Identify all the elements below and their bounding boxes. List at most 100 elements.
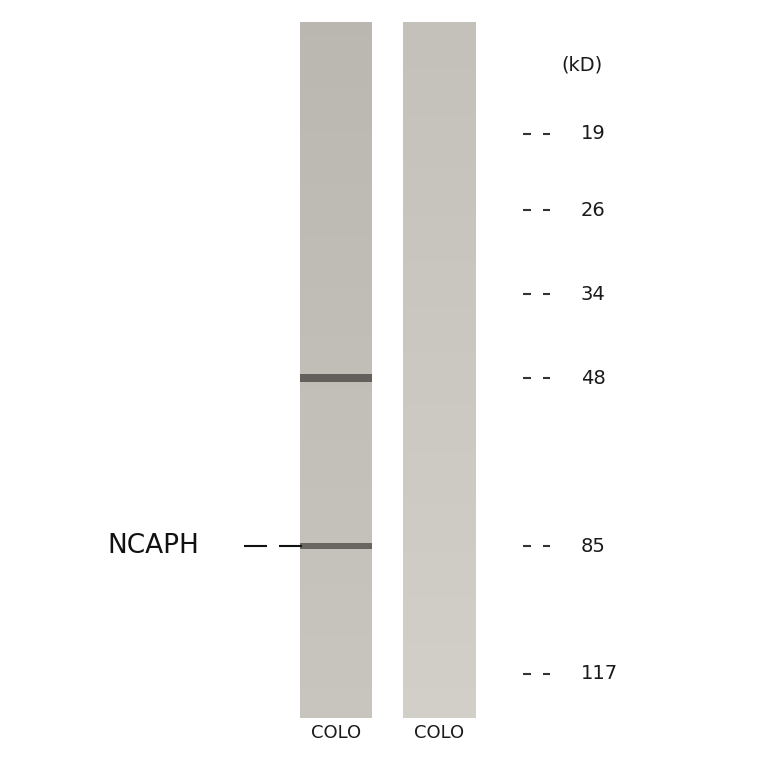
Bar <box>299 86 373 92</box>
Bar <box>403 625 475 631</box>
Bar <box>403 601 475 608</box>
Bar <box>403 242 475 249</box>
Bar <box>403 596 475 602</box>
Bar <box>403 555 475 562</box>
Bar <box>299 694 373 701</box>
Bar <box>403 520 475 527</box>
Bar <box>403 364 475 371</box>
Bar <box>403 40 475 46</box>
Bar <box>299 659 373 666</box>
Bar <box>299 69 373 75</box>
Bar <box>299 584 373 591</box>
Bar <box>299 549 373 556</box>
Bar <box>403 538 475 544</box>
Bar <box>299 335 373 342</box>
Bar <box>299 544 373 550</box>
Bar <box>403 694 475 701</box>
Bar <box>299 300 373 307</box>
Bar <box>299 254 373 261</box>
Bar <box>403 28 475 34</box>
Bar <box>403 237 475 243</box>
Bar <box>403 341 475 348</box>
Bar <box>403 202 475 209</box>
Bar <box>403 184 475 191</box>
Bar <box>299 231 373 238</box>
Bar <box>403 549 475 556</box>
Bar <box>403 590 475 597</box>
Bar <box>299 271 373 278</box>
Bar <box>299 654 373 660</box>
Bar <box>299 155 373 162</box>
Bar <box>403 225 475 231</box>
Bar <box>299 665 373 672</box>
Bar <box>299 613 373 620</box>
Bar <box>403 196 475 202</box>
Bar <box>403 630 475 637</box>
Bar <box>299 57 373 63</box>
Bar <box>403 63 475 70</box>
Bar <box>299 260 373 267</box>
Bar <box>299 364 373 371</box>
Bar <box>299 98 373 104</box>
Bar <box>299 289 373 295</box>
Bar <box>299 474 373 481</box>
Bar <box>299 347 373 353</box>
Bar <box>299 625 373 631</box>
Bar <box>299 225 373 231</box>
Bar <box>299 34 373 40</box>
Bar <box>299 526 373 533</box>
Bar <box>299 80 373 86</box>
Bar <box>403 167 475 173</box>
Bar <box>299 416 373 422</box>
Bar <box>299 596 373 602</box>
Bar <box>299 63 373 70</box>
Bar <box>403 45 475 52</box>
Bar <box>403 422 475 429</box>
Bar <box>299 109 373 115</box>
Bar <box>403 294 475 301</box>
Bar <box>299 283 373 290</box>
Bar <box>403 277 475 283</box>
Bar <box>299 671 373 678</box>
Bar <box>299 607 373 614</box>
Bar <box>403 173 475 180</box>
Bar <box>403 260 475 267</box>
Bar <box>299 422 373 429</box>
Bar <box>403 329 475 336</box>
Bar <box>403 381 475 388</box>
Bar <box>299 184 373 191</box>
Bar <box>403 584 475 591</box>
Bar <box>403 155 475 162</box>
Bar <box>299 572 373 579</box>
Bar <box>299 376 373 382</box>
Text: 19: 19 <box>581 125 605 143</box>
Bar <box>299 179 373 185</box>
Bar <box>403 208 475 214</box>
Bar <box>403 677 475 683</box>
Bar <box>299 28 373 34</box>
Bar <box>299 323 373 330</box>
Bar <box>403 683 475 689</box>
Bar <box>299 213 373 220</box>
Bar <box>403 312 475 319</box>
Text: 34: 34 <box>581 285 605 303</box>
Bar <box>403 248 475 254</box>
Bar <box>403 665 475 672</box>
Text: COLO: COLO <box>414 724 465 743</box>
Bar <box>403 393 475 400</box>
Bar <box>299 312 373 319</box>
Bar <box>299 567 373 573</box>
Bar <box>299 503 373 510</box>
Bar <box>299 711 373 718</box>
Bar <box>403 503 475 510</box>
Text: 26: 26 <box>581 201 605 219</box>
Bar <box>299 237 373 243</box>
Text: (kD): (kD) <box>562 56 603 74</box>
Bar <box>403 526 475 533</box>
Bar <box>299 370 373 377</box>
Bar <box>299 138 373 144</box>
Bar <box>299 677 373 683</box>
Bar <box>299 103 373 110</box>
Bar <box>299 45 373 52</box>
Bar <box>299 520 373 527</box>
